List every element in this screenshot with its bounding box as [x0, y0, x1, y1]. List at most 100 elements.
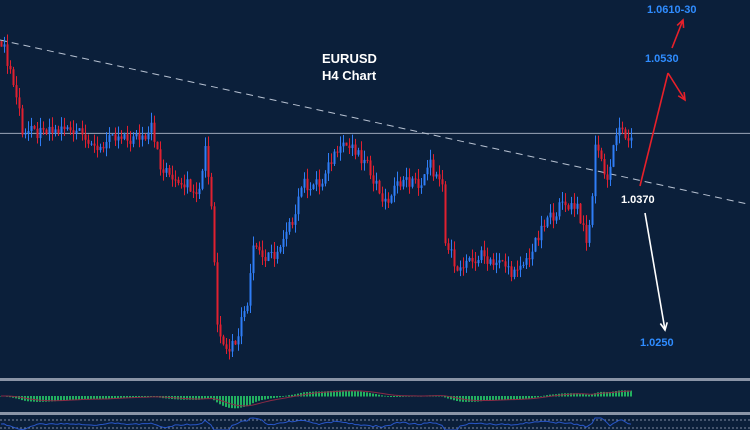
- candle: [612, 145, 615, 167]
- candle: [360, 150, 363, 164]
- macd-histogram-bar: [525, 396, 527, 399]
- macd-histogram-bar: [495, 396, 497, 401]
- candle: [438, 174, 441, 180]
- candle: [36, 128, 39, 139]
- candle: [279, 246, 282, 252]
- macd-histogram-bar: [228, 396, 230, 408]
- candle: [555, 216, 558, 221]
- macd-histogram-bar: [246, 396, 248, 407]
- candle: [213, 206, 216, 263]
- candle: [414, 178, 417, 180]
- candle: [579, 203, 582, 224]
- candle: [393, 185, 396, 196]
- target-high-arrow-head: [676, 18, 685, 29]
- candle: [180, 183, 183, 185]
- macd-histogram-bar: [312, 391, 314, 397]
- macd-histogram-bar: [135, 396, 137, 398]
- candle: [18, 97, 21, 109]
- macd-histogram-bar: [201, 396, 203, 400]
- candle: [42, 127, 45, 130]
- candle: [492, 259, 495, 266]
- candle: [513, 269, 516, 277]
- candle: [234, 340, 237, 345]
- macd-histogram-bar: [630, 390, 632, 397]
- candle: [552, 212, 555, 221]
- candle: [204, 146, 207, 171]
- candle: [387, 198, 390, 203]
- macd-histogram-bar: [0, 396, 2, 397]
- macd-histogram-bar: [210, 396, 212, 399]
- candle: [582, 223, 585, 225]
- candle: [261, 250, 264, 258]
- candle: [459, 267, 462, 271]
- macd-histogram-bar: [234, 396, 236, 409]
- macd-histogram-bar: [405, 396, 407, 397]
- macd-histogram-bar: [327, 391, 329, 397]
- candle: [426, 167, 429, 175]
- macd-histogram-bar: [519, 396, 521, 400]
- candle: [366, 159, 369, 161]
- candle: [156, 141, 159, 150]
- macd-histogram-bar: [84, 396, 86, 400]
- macd-histogram-bar: [123, 396, 125, 398]
- candle: [114, 134, 117, 141]
- candle: [333, 151, 336, 164]
- macd-histogram-bar: [72, 396, 74, 400]
- candle: [603, 158, 606, 175]
- candle: [87, 139, 90, 144]
- pullback-arrow: [667, 72, 686, 101]
- candle: [3, 44, 6, 47]
- candle: [123, 134, 126, 139]
- macd-histogram-bar: [252, 396, 254, 404]
- macd-histogram-bar: [513, 396, 515, 400]
- candle: [126, 134, 129, 141]
- candle: [138, 133, 141, 140]
- candle: [276, 251, 279, 259]
- candle: [378, 180, 381, 194]
- macd-histogram-bar: [609, 391, 611, 397]
- candle: [456, 266, 459, 271]
- candle: [627, 138, 630, 141]
- macd-histogram-bar: [387, 396, 389, 397]
- macd-histogram-bar: [357, 391, 359, 397]
- candle: [153, 122, 156, 142]
- target-high-label: 1.0610-30: [647, 4, 697, 16]
- candle: [120, 136, 123, 139]
- macd-histogram-bar: [471, 396, 473, 402]
- candle: [246, 305, 249, 312]
- macd-histogram-bar: [402, 396, 404, 397]
- macd-histogram-bar: [450, 396, 452, 400]
- candle: [84, 134, 87, 140]
- macd-histogram-bar: [129, 396, 131, 398]
- macd-histogram-bar: [240, 396, 242, 408]
- macd-histogram-bar: [108, 396, 110, 399]
- candle: [336, 151, 339, 153]
- macd-histogram-bar: [354, 390, 356, 397]
- macd-histogram-bar: [486, 396, 488, 401]
- macd-histogram-bar: [147, 396, 149, 398]
- candle: [318, 179, 321, 187]
- macd-histogram-bar: [105, 396, 107, 400]
- macd-histogram-bar: [615, 391, 617, 397]
- macd-histogram-bar: [267, 396, 269, 399]
- macd-histogram-bar: [198, 396, 200, 400]
- macd-histogram-bar: [273, 396, 275, 399]
- pivot-label: 1.0370: [621, 194, 655, 206]
- macd-histogram-bar: [543, 395, 545, 397]
- macd-histogram-bar: [243, 396, 245, 407]
- candle: [144, 135, 147, 140]
- symbol-label: EURUSD: [322, 51, 377, 66]
- candle: [171, 174, 174, 180]
- candle: [168, 167, 171, 175]
- candle: [495, 262, 498, 266]
- macd-histogram-bar: [138, 396, 140, 398]
- macd-histogram-bar: [144, 396, 146, 398]
- candle: [468, 257, 471, 261]
- macd-histogram-bar: [360, 391, 362, 397]
- macd-histogram-bar: [213, 396, 215, 401]
- macd-histogram-bar: [468, 396, 470, 402]
- macd-histogram-bar: [522, 396, 524, 400]
- macd-histogram-bar: [567, 393, 569, 397]
- candle: [315, 179, 318, 185]
